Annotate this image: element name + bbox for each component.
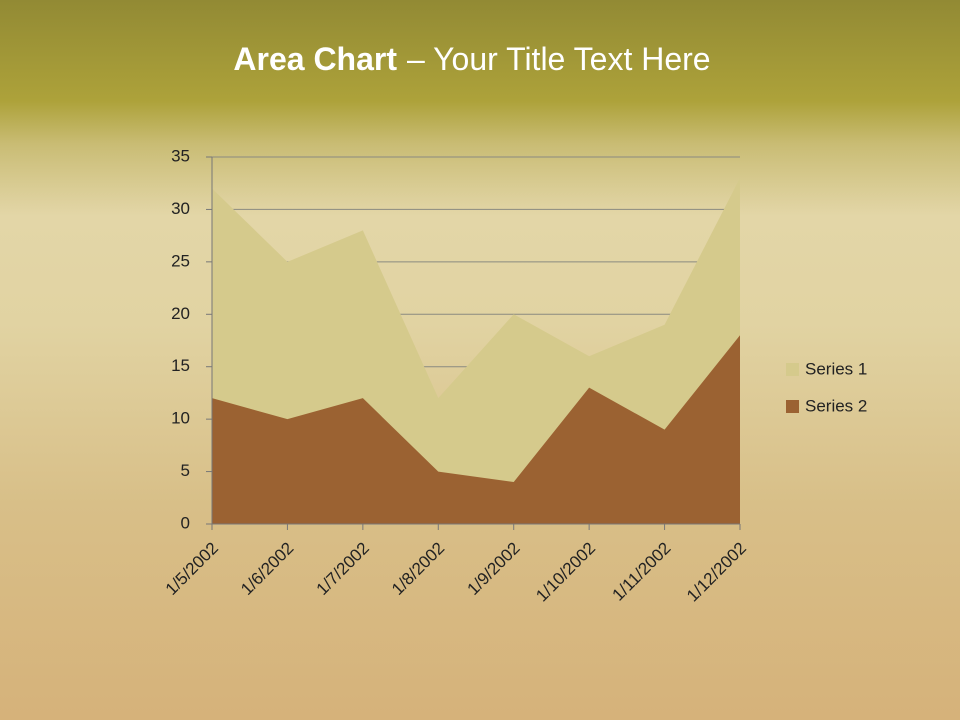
y-tick-label: 35 bbox=[171, 146, 190, 165]
x-tick-label: 1/6/2002 bbox=[237, 539, 297, 599]
legend-swatch bbox=[786, 363, 799, 376]
title-bold: Area Chart bbox=[233, 41, 397, 77]
legend-label: Series 2 bbox=[805, 396, 867, 415]
legend-label: Series 1 bbox=[805, 359, 867, 378]
y-tick-label: 25 bbox=[171, 251, 190, 270]
x-tick-label: 1/8/2002 bbox=[388, 539, 448, 599]
x-tick-label: 1/7/2002 bbox=[313, 539, 373, 599]
y-tick-label: 5 bbox=[181, 461, 190, 480]
y-tick-label: 0 bbox=[181, 513, 190, 532]
chart-title: Area Chart – Your Title Text Here bbox=[233, 41, 710, 77]
x-tick-label: 1/12/2002 bbox=[683, 539, 750, 606]
x-tick-label: 1/9/2002 bbox=[463, 539, 523, 599]
y-tick-label: 15 bbox=[171, 356, 190, 375]
x-tick-label: 1/10/2002 bbox=[532, 539, 599, 606]
y-tick-label: 10 bbox=[171, 409, 190, 428]
area bbox=[212, 335, 740, 524]
y-tick-label: 30 bbox=[171, 199, 190, 218]
y-tick-label: 20 bbox=[171, 304, 190, 323]
legend-swatch bbox=[786, 400, 799, 413]
x-tick-label: 1/5/2002 bbox=[162, 539, 222, 599]
title-rest: – Your Title Text Here bbox=[407, 41, 711, 77]
x-tick-label: 1/11/2002 bbox=[609, 539, 675, 605]
